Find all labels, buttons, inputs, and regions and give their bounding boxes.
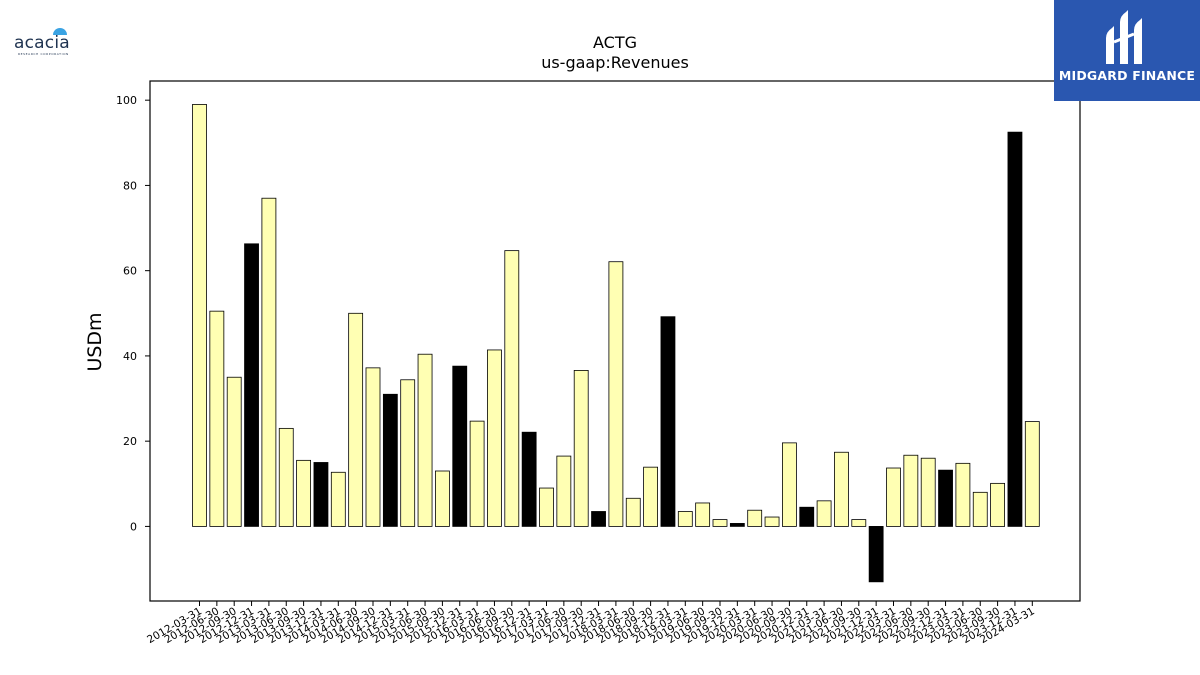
bar-2022-12-31: [938, 469, 953, 527]
bar-2022-06-30: [903, 454, 919, 527]
y-tick-label: 40: [123, 350, 137, 363]
plot-frame: [149, 80, 1081, 602]
bar-2018-06-30: [625, 497, 641, 527]
bar-2012-09-30: [226, 376, 242, 527]
bar-2016-03-31: [469, 420, 485, 527]
bar-2012-06-30: [209, 310, 225, 527]
bar-2021-06-30: [834, 451, 849, 527]
bar-2017-12-31: [591, 511, 606, 527]
bar-2013-06-30: [278, 427, 294, 527]
chart-subtitle: us-gaap:Revenues: [541, 53, 689, 72]
acacia-logo-subtext: RESEARCH CORPORATION: [18, 52, 69, 56]
x-axis-ticks: 2012-03-312012-06-302012-09-302012-12-31…: [145, 601, 1037, 646]
bar-2019-03-31: [677, 511, 693, 527]
bar-2014-03-31: [330, 471, 346, 527]
bar-2012-03-31: [192, 104, 207, 527]
bar-2015-12-31: [452, 365, 468, 527]
midgard-logo-text: MIDGARD FINANCE: [1058, 68, 1196, 83]
bar-2022-03-31: [886, 467, 901, 527]
bar-2021-09-30: [851, 519, 867, 527]
bar-2017-03-31: [539, 487, 554, 527]
bar-2023-06-30: [972, 491, 988, 527]
bar-2018-03-31: [608, 261, 624, 527]
bar-2015-03-31: [400, 379, 416, 527]
bar-2016-12-31: [521, 431, 537, 527]
bar-2024-03-31: [1024, 421, 1040, 527]
midgard-finance-logo: MIDGARD FINANCE: [1054, 0, 1200, 101]
bar-2019-06-30: [695, 502, 711, 527]
bar-2020-12-31: [799, 506, 815, 527]
bar-2014-06-30: [348, 312, 364, 527]
bar-2022-09-30: [920, 457, 936, 527]
acacia-logo-text: acacia: [14, 33, 70, 53]
y-tick-label: 60: [123, 265, 137, 278]
bar-2012-12-31: [244, 243, 259, 527]
y-axis-ticks: 0 20 40 60 80 100: [116, 94, 150, 533]
bar-2017-06-30: [556, 455, 572, 527]
y-tick-label: 80: [123, 179, 137, 192]
acacia-logo: acacia RESEARCH CORPORATION: [12, 26, 78, 60]
bar-2014-09-30: [365, 367, 381, 527]
bar-2016-09-30: [504, 250, 520, 527]
bar-2023-12-31: [1007, 131, 1023, 527]
bar-2019-09-30: [712, 519, 728, 527]
bar-2021-12-31: [868, 526, 884, 583]
bar-2014-12-31: [382, 393, 398, 527]
bar-2020-03-31: [747, 509, 763, 527]
bar-2021-03-31: [816, 500, 832, 527]
bar-2016-06-30: [487, 349, 502, 527]
bar-2018-09-30: [643, 466, 658, 527]
bar-2015-09-30: [434, 470, 450, 527]
chart-title: ACTG: [593, 33, 637, 52]
y-tick-label: 100: [116, 94, 137, 107]
bar-2020-06-30: [764, 516, 780, 527]
midgard-logo-mark-icon: [1106, 10, 1142, 64]
bar-2015-06-30: [417, 353, 433, 527]
bar-2013-09-30: [296, 459, 312, 527]
bar-2023-03-31: [955, 462, 971, 527]
bar-2013-03-31: [261, 197, 277, 527]
bar-2020-09-30: [782, 442, 797, 527]
bar-2018-12-31: [660, 316, 676, 527]
bar-2013-12-31: [313, 462, 329, 527]
y-tick-label: 0: [130, 520, 137, 533]
bar-2019-12-31: [729, 523, 745, 527]
bar-2017-09-30: [573, 370, 589, 527]
bars-group: [192, 104, 1040, 583]
y-tick-label: 20: [123, 435, 137, 448]
bar-2023-09-30: [990, 482, 1005, 527]
y-axis-label: USDm: [84, 312, 106, 371]
acacia-logo-mark-icon: [53, 28, 67, 35]
